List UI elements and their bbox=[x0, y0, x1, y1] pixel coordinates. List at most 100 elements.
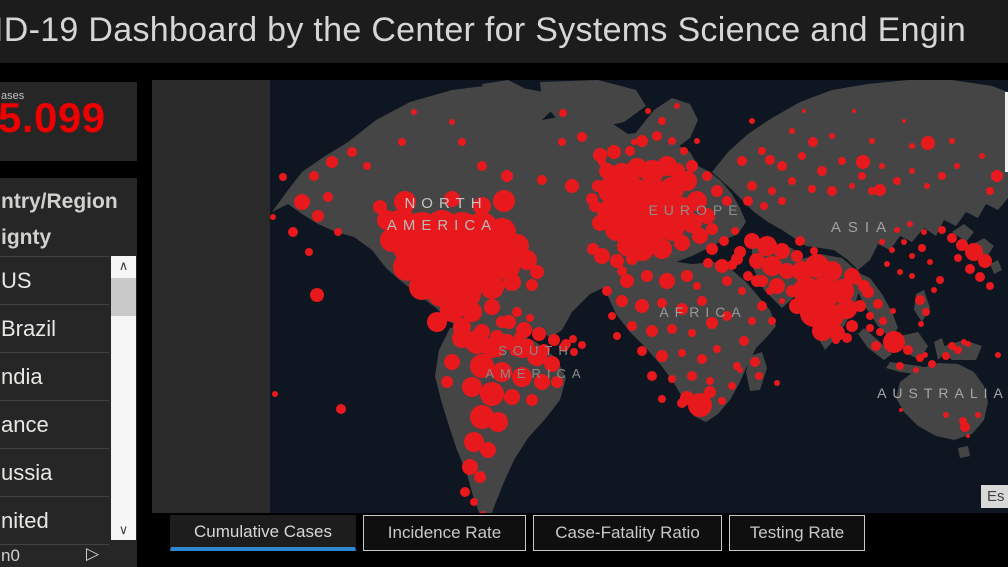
case-bubble[interactable] bbox=[305, 248, 313, 256]
case-bubble[interactable] bbox=[991, 170, 1003, 182]
case-bubble[interactable] bbox=[713, 345, 721, 353]
case-bubble[interactable] bbox=[460, 487, 470, 497]
case-bubble[interactable] bbox=[832, 336, 840, 344]
case-bubble[interactable] bbox=[829, 133, 835, 139]
case-bubble[interactable] bbox=[702, 171, 712, 181]
case-bubble[interactable] bbox=[947, 233, 957, 243]
case-bubble[interactable] bbox=[978, 254, 992, 268]
case-bubble[interactable] bbox=[913, 367, 919, 373]
case-bubble[interactable] bbox=[802, 109, 806, 113]
case-bubble[interactable] bbox=[936, 276, 944, 284]
case-bubble[interactable] bbox=[645, 108, 651, 114]
case-bubble[interactable] bbox=[620, 274, 634, 288]
case-bubble[interactable] bbox=[512, 367, 532, 387]
case-bubble[interactable] bbox=[757, 301, 767, 311]
case-bubble[interactable] bbox=[699, 208, 715, 224]
case-bubble[interactable] bbox=[871, 341, 881, 351]
case-bubble[interactable] bbox=[928, 360, 936, 368]
case-bubble[interactable] bbox=[559, 109, 567, 117]
case-bubble[interactable] bbox=[441, 376, 453, 388]
case-bubble[interactable] bbox=[722, 276, 732, 286]
case-bubble[interactable] bbox=[722, 196, 732, 206]
case-bubble[interactable] bbox=[641, 270, 653, 282]
case-bubble[interactable] bbox=[526, 394, 538, 406]
case-bubble[interactable] bbox=[949, 138, 955, 144]
case-bubble[interactable] bbox=[779, 298, 785, 304]
case-bubble[interactable] bbox=[474, 471, 486, 483]
case-bubble[interactable] bbox=[731, 253, 743, 265]
case-bubble[interactable] bbox=[791, 250, 803, 262]
case-bubble[interactable] bbox=[444, 191, 460, 207]
case-bubble[interactable] bbox=[774, 243, 790, 259]
case-bubble[interactable] bbox=[918, 321, 924, 327]
case-bubble[interactable] bbox=[909, 168, 915, 174]
case-bubble[interactable] bbox=[778, 197, 786, 205]
case-bubble[interactable] bbox=[373, 200, 387, 214]
case-bubble[interactable] bbox=[866, 312, 874, 320]
case-bubble[interactable] bbox=[822, 261, 842, 281]
case-bubble[interactable] bbox=[737, 156, 747, 166]
case-bubble[interactable] bbox=[765, 155, 775, 165]
case-bubble[interactable] bbox=[501, 170, 513, 182]
case-bubble[interactable] bbox=[856, 302, 864, 310]
case-bubble[interactable] bbox=[899, 408, 903, 412]
case-bubble[interactable] bbox=[680, 147, 688, 155]
case-bubble[interactable] bbox=[879, 317, 887, 325]
case-bubble[interactable] bbox=[995, 352, 1001, 358]
case-bubble[interactable] bbox=[534, 374, 550, 390]
case-bubble[interactable] bbox=[682, 213, 702, 233]
case-bubble[interactable] bbox=[272, 391, 278, 397]
case-bubble[interactable] bbox=[869, 138, 875, 144]
case-bubble[interactable] bbox=[398, 138, 406, 146]
case-bubble[interactable] bbox=[711, 185, 723, 197]
case-bubble[interactable] bbox=[766, 287, 774, 295]
case-bubble[interactable] bbox=[893, 177, 901, 185]
case-bubble[interactable] bbox=[902, 119, 906, 123]
case-bubble[interactable] bbox=[512, 307, 522, 317]
case-bubble[interactable] bbox=[312, 210, 324, 222]
case-bubble[interactable] bbox=[631, 139, 637, 145]
case-bubble[interactable] bbox=[954, 254, 962, 262]
case-bubble[interactable] bbox=[779, 263, 795, 279]
case-bubble[interactable] bbox=[659, 273, 675, 289]
case-bubble[interactable] bbox=[954, 346, 962, 354]
case-bubble[interactable] bbox=[512, 338, 532, 358]
case-bubble[interactable] bbox=[749, 118, 755, 124]
case-bubble[interactable] bbox=[464, 432, 484, 452]
case-bubble[interactable] bbox=[909, 253, 915, 259]
case-bubble[interactable] bbox=[660, 217, 684, 241]
case-bubble[interactable] bbox=[744, 233, 760, 249]
case-bubble[interactable] bbox=[482, 338, 502, 358]
case-bubble[interactable] bbox=[852, 275, 862, 285]
case-bubble[interactable] bbox=[986, 187, 994, 195]
map-zoom-control-partial[interactable] bbox=[1005, 92, 1008, 172]
case-bubble[interactable] bbox=[909, 143, 915, 149]
case-bubble[interactable] bbox=[810, 247, 818, 255]
case-bubble[interactable] bbox=[830, 279, 854, 303]
world-map[interactable]: NORTH AMERICA EUROPE ASIA AFRICA SOUTH AMERICA… bbox=[152, 80, 1008, 513]
case-bubble[interactable] bbox=[718, 397, 726, 405]
case-bubble[interactable] bbox=[526, 314, 534, 322]
case-bubble[interactable] bbox=[347, 147, 357, 157]
case-bubble[interactable] bbox=[737, 367, 743, 373]
case-bubble[interactable] bbox=[686, 160, 698, 172]
case-bubble[interactable] bbox=[458, 138, 466, 146]
case-bubble[interactable] bbox=[715, 259, 729, 273]
case-bubble[interactable] bbox=[334, 228, 342, 236]
case-bubble[interactable] bbox=[693, 282, 701, 290]
case-bubble[interactable] bbox=[674, 235, 690, 251]
case-bubble[interactable] bbox=[477, 161, 487, 171]
case-bubble[interactable] bbox=[789, 128, 795, 134]
case-bubble[interactable] bbox=[480, 442, 496, 458]
case-bubble[interactable] bbox=[532, 327, 546, 341]
case-bubble[interactable] bbox=[907, 221, 913, 227]
case-bubble[interactable] bbox=[739, 336, 749, 346]
case-bubble[interactable] bbox=[931, 287, 937, 293]
case-bubble[interactable] bbox=[838, 157, 846, 165]
case-bubble[interactable] bbox=[808, 137, 818, 147]
case-bubble[interactable] bbox=[680, 391, 694, 405]
chevron-up-icon[interactable]: ∧ bbox=[118, 258, 129, 273]
case-bubble[interactable] bbox=[762, 256, 782, 276]
case-bubble[interactable] bbox=[777, 161, 787, 171]
case-bubble[interactable] bbox=[658, 117, 666, 125]
